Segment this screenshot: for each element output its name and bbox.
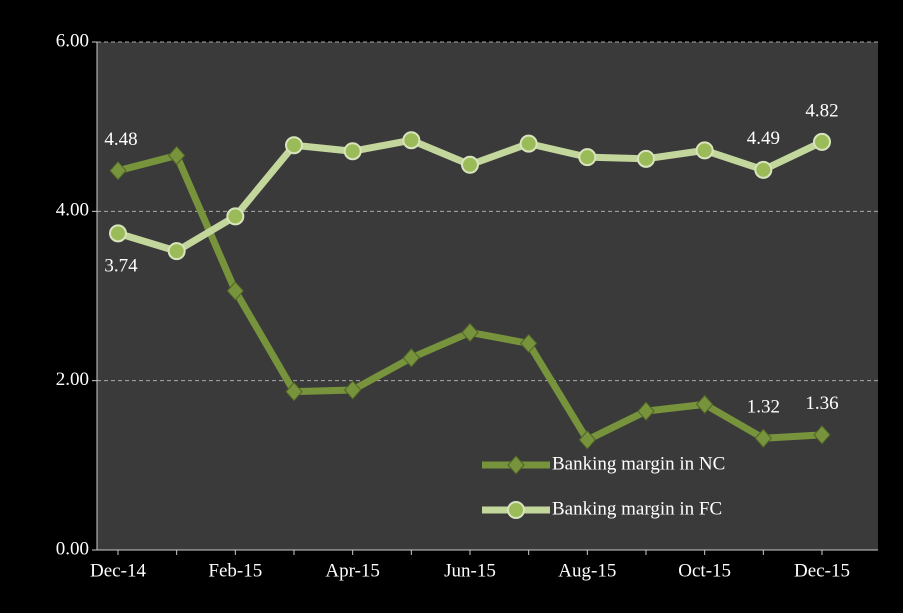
data-label: 4.49 xyxy=(747,128,780,149)
x-tick-label: Dec-14 xyxy=(90,560,146,581)
point xyxy=(109,160,127,181)
data-label: 4.82 xyxy=(805,100,838,121)
point xyxy=(578,148,597,167)
plot-area xyxy=(97,42,878,550)
x-tick-label: Dec-15 xyxy=(794,560,850,581)
point xyxy=(402,131,421,150)
data-label: 3.74 xyxy=(104,256,138,277)
y-tick-label: 0.00 xyxy=(56,538,89,559)
legend-marker xyxy=(507,501,525,519)
legend-label: Banking margin in FC xyxy=(552,498,722,519)
y-tick-label: 4.00 xyxy=(56,200,89,221)
point xyxy=(285,136,303,155)
point xyxy=(167,242,186,261)
data-label: 1.32 xyxy=(747,397,780,418)
point xyxy=(754,428,773,448)
point xyxy=(226,207,245,226)
point xyxy=(167,145,186,166)
legend-marker xyxy=(507,455,525,475)
point xyxy=(695,141,714,160)
point xyxy=(695,394,714,415)
point xyxy=(285,381,303,402)
point xyxy=(461,155,479,174)
point xyxy=(343,142,362,161)
point xyxy=(226,281,245,301)
data-label: 4.48 xyxy=(104,129,137,150)
point xyxy=(519,333,538,354)
y-tick-label: 6.00 xyxy=(56,30,89,51)
x-tick-label: Aug-15 xyxy=(558,560,616,581)
x-tick-label: Feb-15 xyxy=(208,560,262,581)
y-tick-label: 2.00 xyxy=(56,369,89,390)
x-tick-label: Oct-15 xyxy=(678,560,731,581)
point xyxy=(637,401,655,421)
x-tick-label: Apr-15 xyxy=(325,560,380,581)
x-tick-label: Jun-15 xyxy=(444,560,496,581)
point xyxy=(578,430,597,450)
point xyxy=(813,425,831,445)
point xyxy=(754,160,773,179)
point xyxy=(109,224,127,243)
point xyxy=(637,149,655,168)
point xyxy=(461,322,479,343)
point xyxy=(343,380,362,400)
data-label: 1.36 xyxy=(805,393,838,414)
legend-label: Banking margin in NC xyxy=(552,453,725,474)
point xyxy=(402,348,421,368)
point xyxy=(519,134,538,153)
point xyxy=(813,132,831,151)
